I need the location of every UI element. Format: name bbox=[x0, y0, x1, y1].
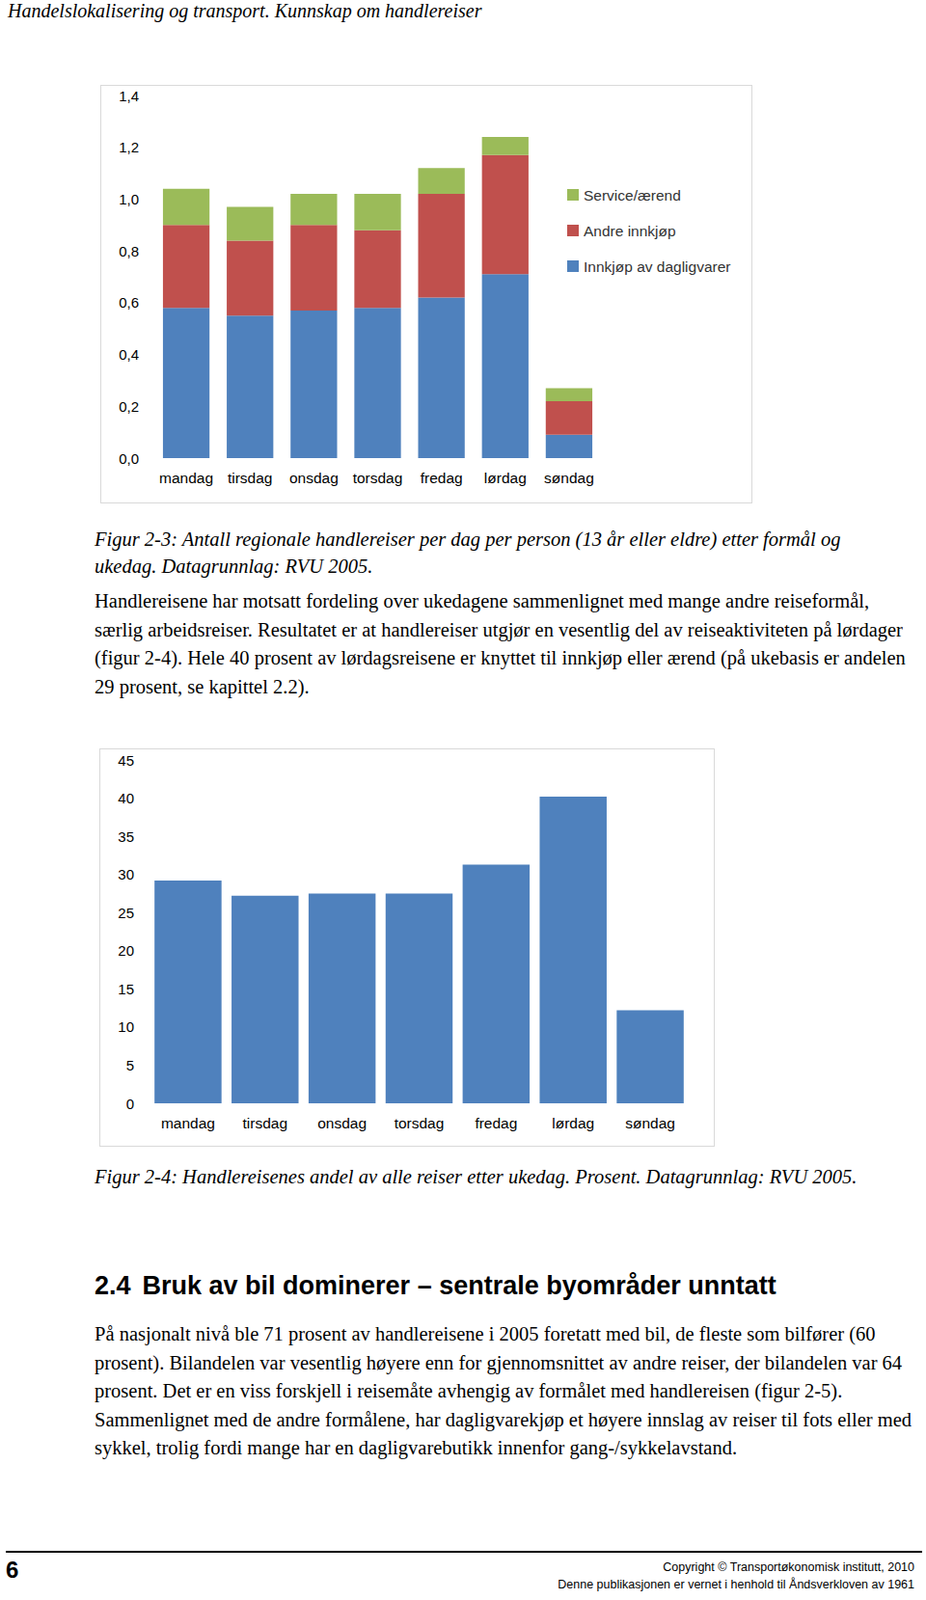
svg-text:15: 15 bbox=[117, 980, 135, 998]
svg-text:lørdag: lørdag bbox=[551, 1115, 595, 1132]
html-text:Denne publikasjonen er vernet: Denne publikasjonen er vernet i henhold … bbox=[557, 1578, 915, 1592]
html-text:På nasjonalt nivå ble 71 prose: På nasjonalt nivå ble 71 prosent av hand… bbox=[94, 1323, 912, 1459]
html-text:Figur 2-4: Handlereisenes ande: Figur 2-4: Handlereisenes andel av alle … bbox=[94, 1166, 858, 1188]
svg-text:tirsdag: tirsdag bbox=[243, 1115, 289, 1132]
svg-text:Andre innkjøp: Andre innkjøp bbox=[583, 222, 677, 240]
svg-text:lørdag: lørdag bbox=[484, 469, 527, 487]
svg-text:onsdag: onsdag bbox=[317, 1115, 367, 1132]
html-text:Handelslokalisering og transpo: Handelslokalisering og transport. Kunnsk… bbox=[7, 0, 482, 22]
svg-text:1,0: 1,0 bbox=[118, 190, 139, 208]
html-text:6: 6 bbox=[5, 1556, 19, 1583]
svg-text:tirsdag: tirsdag bbox=[227, 469, 273, 487]
svg-text:søndag: søndag bbox=[544, 469, 595, 487]
svg-text:søndag: søndag bbox=[625, 1115, 676, 1132]
svg-text:25: 25 bbox=[117, 904, 135, 922]
html-text:2.4: 2.4 bbox=[94, 1271, 131, 1301]
svg-text:fredag: fredag bbox=[474, 1115, 518, 1132]
svg-text:45: 45 bbox=[117, 752, 135, 769]
html-text:Copyright © Transportøkonomisk: Copyright © Transportøkonomisk institutt… bbox=[662, 1560, 915, 1575]
svg-text:10: 10 bbox=[117, 1018, 135, 1035]
svg-text:30: 30 bbox=[117, 866, 135, 883]
svg-text:torsdag: torsdag bbox=[353, 469, 404, 487]
svg-text:0,2: 0,2 bbox=[118, 398, 139, 415]
html-text:Handlereisene har motsatt ford: Handlereisene har motsatt fordeling over… bbox=[94, 590, 906, 697]
svg-text:0,6: 0,6 bbox=[118, 294, 139, 311]
svg-text:5: 5 bbox=[126, 1057, 135, 1074]
svg-text:0,8: 0,8 bbox=[118, 243, 139, 260]
html-text:Bruk av bil dominerer – sentra: Bruk av bil dominerer – sentrale byområd… bbox=[142, 1271, 777, 1301]
svg-text:35: 35 bbox=[117, 828, 135, 845]
svg-text:torsdag: torsdag bbox=[394, 1115, 445, 1132]
svg-text:0,0: 0,0 bbox=[118, 450, 139, 467]
svg-text:40: 40 bbox=[117, 789, 135, 807]
svg-text:Service/ærend: Service/ærend bbox=[583, 187, 681, 204]
svg-text:1,2: 1,2 bbox=[118, 138, 139, 156]
svg-text:onsdag: onsdag bbox=[289, 469, 339, 487]
svg-text:mandag: mandag bbox=[159, 469, 214, 487]
svg-text:1,4: 1,4 bbox=[118, 87, 139, 105]
svg-text:20: 20 bbox=[117, 942, 135, 959]
svg-text:Innkjøp av dagligvarer: Innkjøp av dagligvarer bbox=[583, 258, 732, 275]
svg-text:mandag: mandag bbox=[161, 1115, 216, 1132]
svg-text:0: 0 bbox=[126, 1095, 135, 1113]
html-text:Figur 2-3: Antall regionale ha: Figur 2-3: Antall regionale handlereiser… bbox=[94, 528, 841, 577]
svg-text:0,4: 0,4 bbox=[118, 346, 139, 363]
svg-text:fredag: fredag bbox=[420, 469, 463, 487]
